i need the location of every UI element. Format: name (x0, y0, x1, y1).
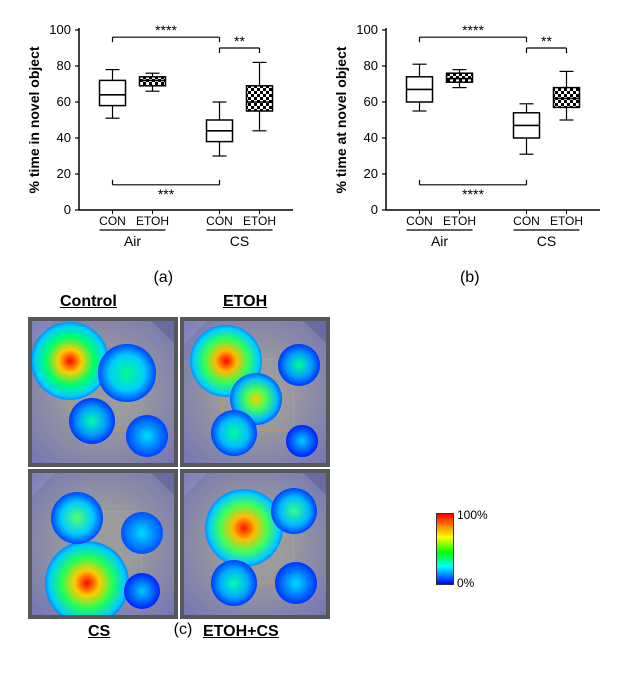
panel-a-label: (a) (153, 269, 173, 287)
svg-text:20: 20 (363, 166, 377, 181)
figure: 0 20 40 60 80 100 % time in novel object CON ETO… (0, 0, 633, 685)
svg-text:40: 40 (363, 130, 377, 145)
svg-text:ETOH: ETOH (550, 214, 583, 228)
svg-text:% time at novel object: % time at novel object (333, 46, 349, 193)
svg-text:60: 60 (363, 94, 377, 109)
heatmap-cell-etoh (180, 317, 330, 467)
svg-text:% time in novel object: % time in novel object (26, 46, 42, 193)
svg-text:Air: Air (124, 233, 141, 249)
svg-text:CON: CON (513, 214, 540, 228)
colorbar-max: 100% (457, 508, 488, 522)
svg-text:CON: CON (206, 214, 233, 228)
svg-text:CS: CS (230, 233, 249, 249)
heatmap-colorbar: 100% 0% (436, 513, 454, 585)
heatmap-title-control: Control (60, 293, 117, 311)
svg-text:**: ** (541, 33, 552, 49)
heatmap-grid (28, 293, 408, 619)
svg-text:CS: CS (537, 233, 556, 249)
svg-text:**: ** (234, 33, 245, 49)
svg-text:ETOH: ETOH (136, 214, 169, 228)
svg-text:ETOH: ETOH (443, 214, 476, 228)
svg-text:CON: CON (99, 214, 126, 228)
heatmap-title-etoh: ETOH (223, 293, 267, 311)
svg-text:ETOH: ETOH (243, 214, 276, 228)
svg-text:Air: Air (431, 233, 448, 249)
svg-text:60: 60 (57, 94, 71, 109)
panel-b-chart: 0 20 40 60 80 100 % time at novel object CON ETO… (330, 10, 610, 265)
svg-text:80: 80 (363, 58, 377, 73)
svg-text:****: **** (462, 186, 484, 202)
svg-text:***: *** (158, 186, 175, 202)
heatmap-cell-cs (28, 469, 178, 619)
panel-b: 0 20 40 60 80 100 % time at novel object CON ETO… (330, 10, 610, 287)
panel-b-label: (b) (460, 269, 480, 287)
panel-c: Control ETOH CS ETOH+CS 100% 0% (28, 293, 408, 619)
svg-text:40: 40 (57, 130, 71, 145)
panel-a-chart: 0 20 40 60 80 100 % time in novel object CON ETO… (23, 10, 303, 265)
heatmap-title-etohcs: ETOH+CS (203, 623, 279, 641)
svg-text:****: **** (155, 22, 177, 38)
heatmap-cell-control (28, 317, 178, 467)
heatmap-cell-etohcs (180, 469, 330, 619)
heatmap-title-cs: CS (88, 623, 110, 641)
svg-text:100: 100 (356, 22, 378, 37)
svg-text:20: 20 (57, 166, 71, 181)
panel-c-label: (c) (28, 621, 338, 639)
svg-text:0: 0 (371, 202, 378, 217)
svg-text:0: 0 (64, 202, 71, 217)
panel-a: 0 20 40 60 80 100 % time in novel object CON ETO… (23, 10, 303, 287)
svg-text:CON: CON (406, 214, 433, 228)
svg-text:80: 80 (57, 58, 71, 73)
svg-text:****: **** (462, 22, 484, 38)
svg-text:100: 100 (50, 22, 72, 37)
row-boxplots: 0 20 40 60 80 100 % time in novel object CON ETO… (0, 0, 633, 287)
colorbar-min: 0% (457, 576, 474, 590)
